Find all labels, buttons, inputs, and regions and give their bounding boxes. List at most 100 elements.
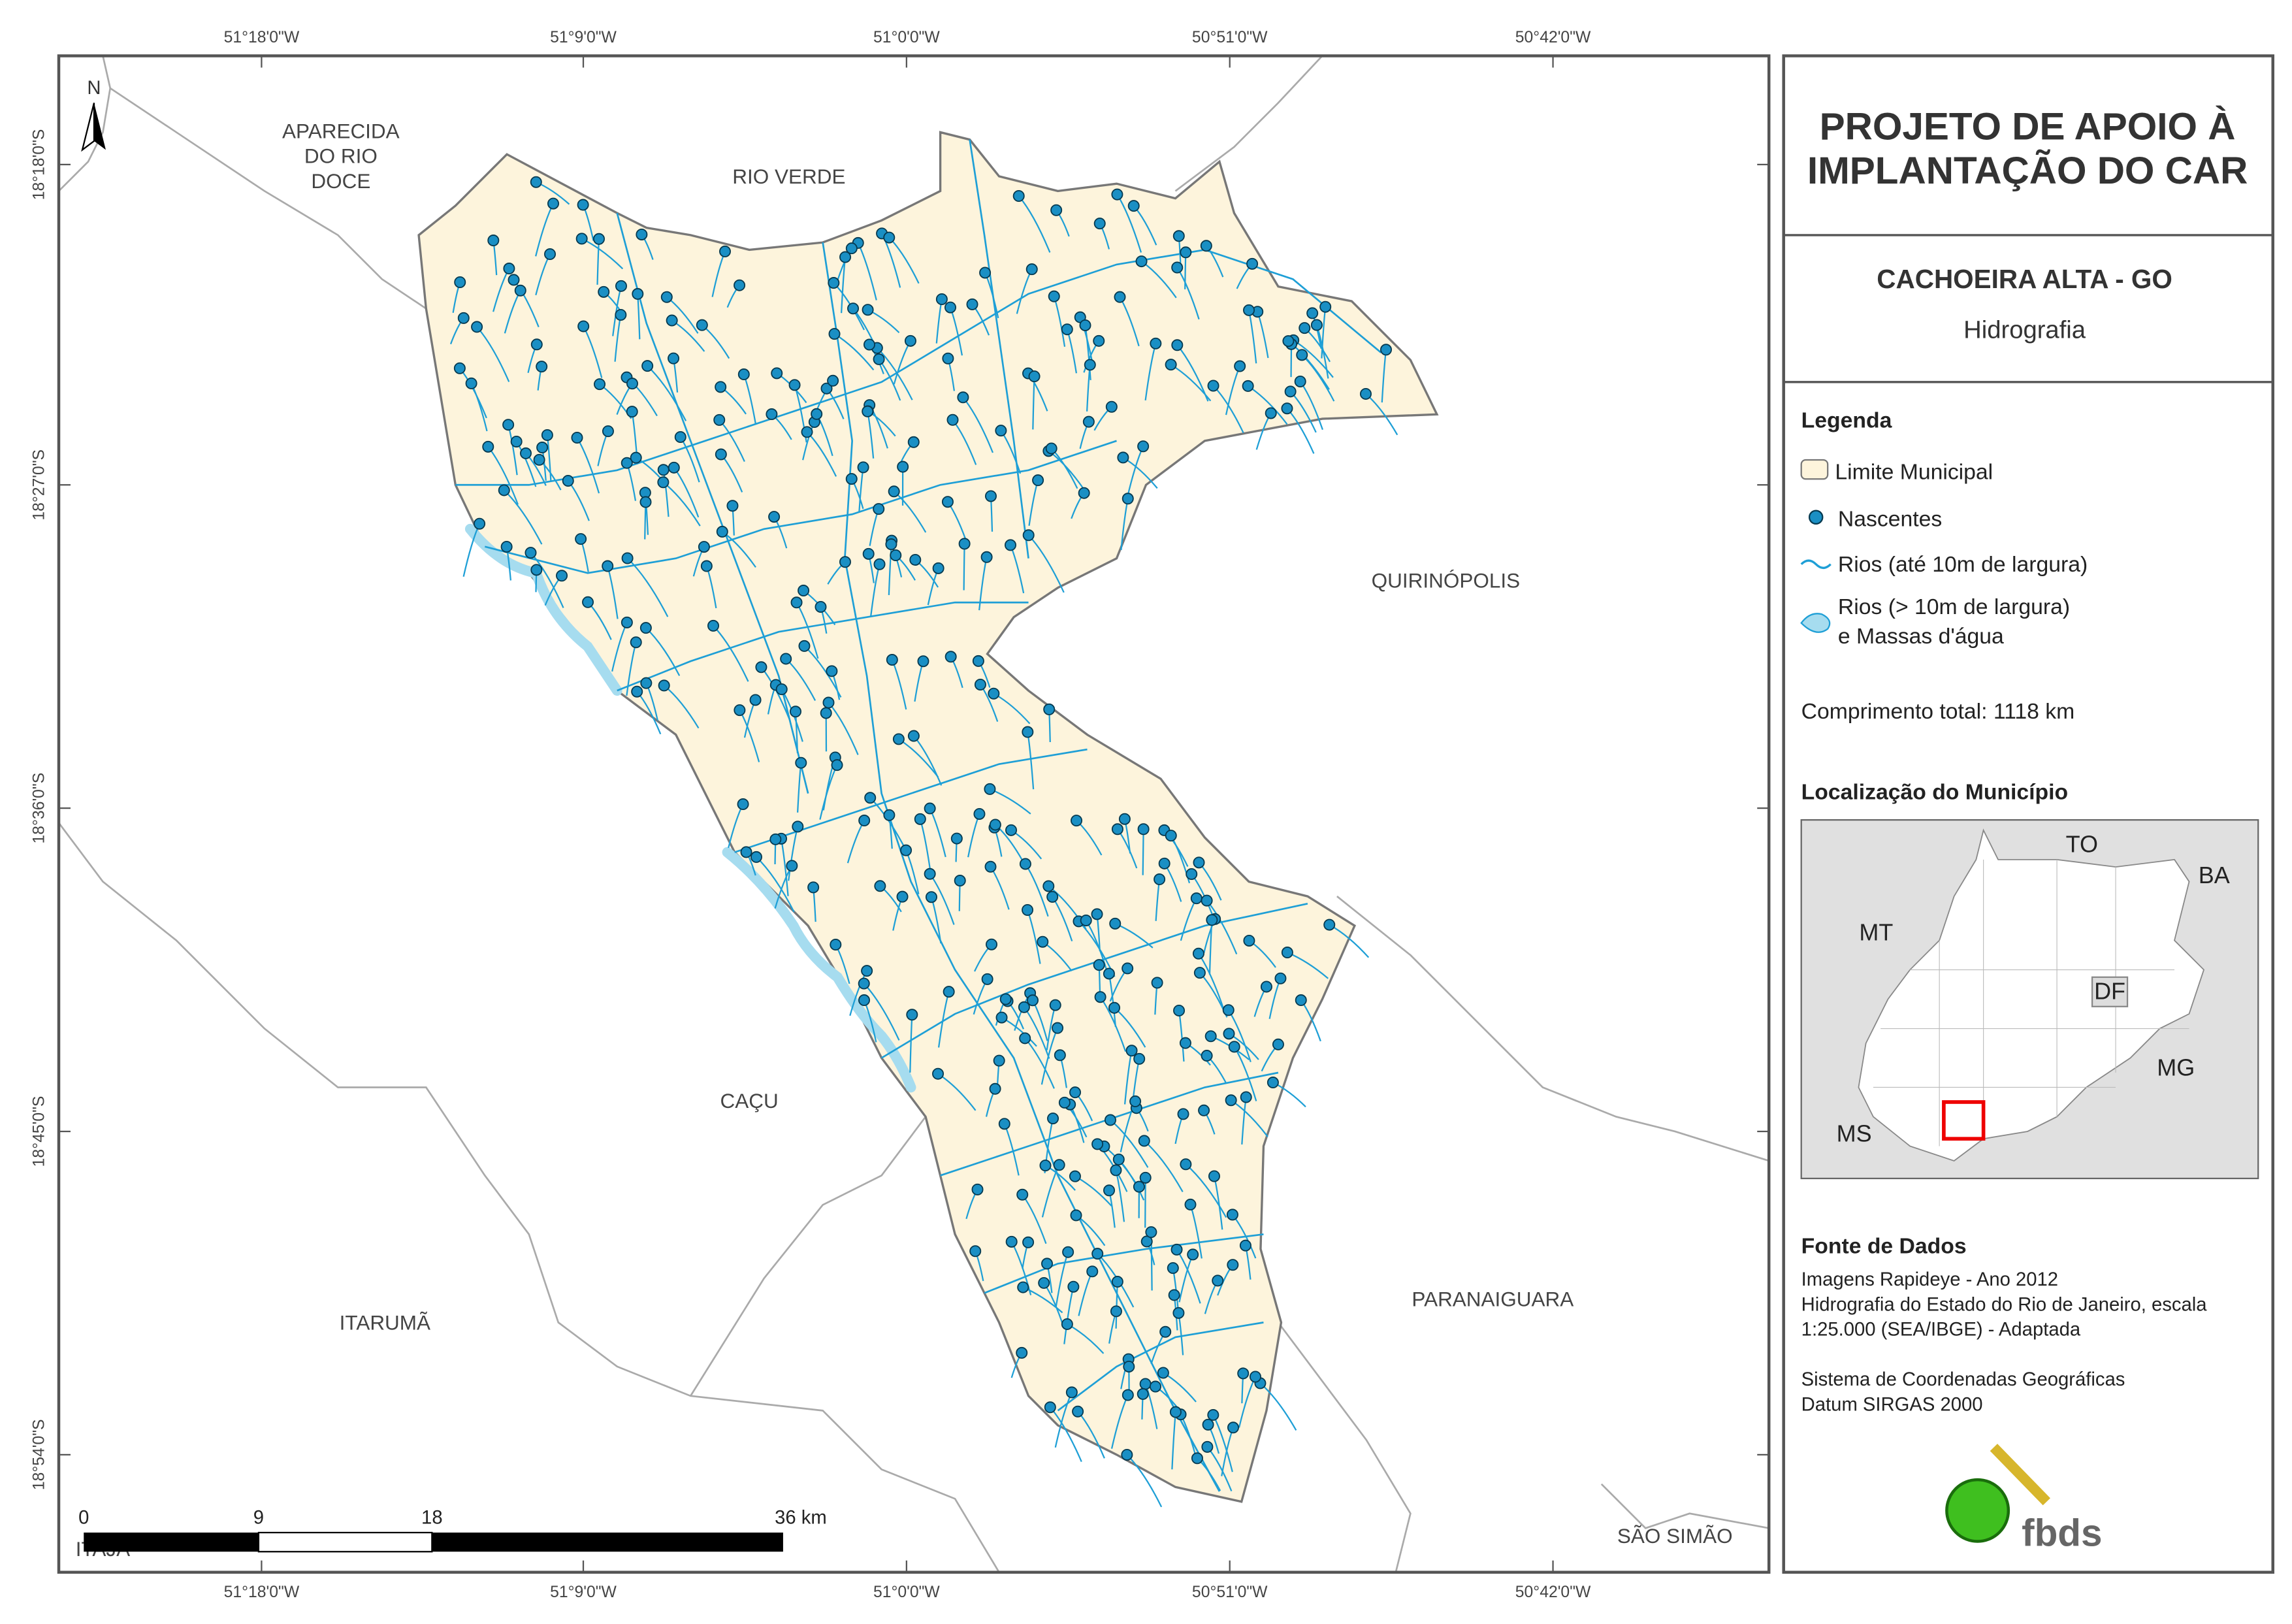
spring <box>1158 1367 1169 1378</box>
spring <box>532 339 542 349</box>
spring <box>1006 825 1016 836</box>
spring <box>1191 893 1202 903</box>
spring <box>1229 1041 1240 1052</box>
spring <box>1123 493 1133 504</box>
lon-label: 50°51'0"W <box>1192 1583 1268 1601</box>
spring <box>1209 1171 1219 1181</box>
spring <box>1186 869 1197 879</box>
spring <box>925 803 935 813</box>
legend-item: Rios (até 10m de largura) <box>1838 552 2088 577</box>
scale-label: 0 <box>78 1508 89 1529</box>
spring <box>777 684 787 694</box>
spring <box>1005 540 1016 550</box>
spring <box>1007 1237 1017 1247</box>
spring <box>907 1009 917 1020</box>
spring <box>984 784 995 794</box>
spring <box>1063 1247 1073 1258</box>
spring <box>874 559 884 570</box>
spring <box>1122 1450 1132 1460</box>
municipality: CACHOEIRA ALTA - GO <box>1877 264 2172 294</box>
spring <box>786 860 797 871</box>
spring <box>1201 240 1212 251</box>
spring <box>499 485 509 495</box>
lon-label: 50°42'0"W <box>1515 29 1591 46</box>
spring <box>1130 1096 1140 1107</box>
spring <box>557 570 567 581</box>
spring <box>598 287 609 297</box>
spring <box>865 792 875 803</box>
spring <box>1018 1282 1028 1292</box>
spring <box>947 415 958 425</box>
spring <box>641 678 651 689</box>
spring <box>1027 995 1038 1005</box>
spring <box>1106 402 1117 412</box>
spring <box>669 463 679 473</box>
lon-label: 50°51'0"W <box>1192 29 1268 46</box>
spring <box>859 978 869 988</box>
spring <box>823 697 833 707</box>
spring <box>884 810 894 820</box>
place-name: PARANAIGUARA <box>1412 1288 1574 1311</box>
spring <box>1140 1173 1151 1183</box>
spring <box>1223 1028 1234 1039</box>
spring <box>1324 919 1334 930</box>
legend-symbol <box>1809 511 1822 524</box>
spring <box>901 845 911 856</box>
spring <box>667 315 677 325</box>
spring <box>1129 201 1139 211</box>
spring <box>627 406 638 417</box>
spring <box>1073 1406 1083 1417</box>
spring <box>508 274 519 285</box>
lon-label: 51°18'0"W <box>224 1583 300 1601</box>
spring <box>790 706 801 717</box>
spring <box>1261 981 1272 992</box>
spring <box>952 833 962 843</box>
spring <box>915 814 926 824</box>
spring <box>572 432 582 443</box>
spring <box>862 966 872 976</box>
spring <box>1266 408 1276 418</box>
spring <box>1202 1442 1212 1452</box>
place-name: APARECIDA <box>282 119 400 142</box>
spring <box>972 1184 982 1195</box>
spring <box>1173 1308 1184 1318</box>
spring <box>975 679 986 690</box>
legend-item: e Massas d'água <box>1838 624 2004 649</box>
spring <box>986 491 996 501</box>
spring <box>1134 1182 1144 1192</box>
spring <box>1136 256 1146 267</box>
spring <box>960 538 970 549</box>
spring <box>1244 305 1254 316</box>
spring <box>1045 1402 1056 1412</box>
spring <box>622 617 632 628</box>
spring <box>658 477 668 487</box>
spring <box>1273 1039 1283 1050</box>
spring <box>737 799 748 809</box>
spring <box>563 476 573 486</box>
spring <box>815 602 826 612</box>
spring <box>1192 1453 1202 1463</box>
spring <box>858 462 868 472</box>
spring <box>1047 892 1057 902</box>
spring <box>830 939 841 950</box>
spring <box>1202 1420 1213 1430</box>
spring <box>943 496 953 507</box>
spring <box>1381 344 1391 355</box>
spring <box>1112 824 1123 834</box>
legend-item: Rios (> 10m de largura) <box>1838 594 2070 619</box>
spring <box>1320 302 1331 312</box>
spring <box>1223 1005 1234 1015</box>
spring <box>720 246 730 257</box>
spring <box>658 464 669 475</box>
spring <box>616 281 626 291</box>
spring <box>943 353 953 364</box>
spring <box>1138 1389 1148 1399</box>
spring <box>1020 1033 1030 1043</box>
spring <box>873 354 884 365</box>
spring <box>1166 359 1176 370</box>
title-line: PROJETO DE APOIO À <box>1820 105 2236 148</box>
place-name: RIO VERDE <box>732 165 845 188</box>
spring <box>536 361 547 372</box>
place-name: ITARUMÃ <box>340 1311 430 1335</box>
spring <box>739 369 749 380</box>
